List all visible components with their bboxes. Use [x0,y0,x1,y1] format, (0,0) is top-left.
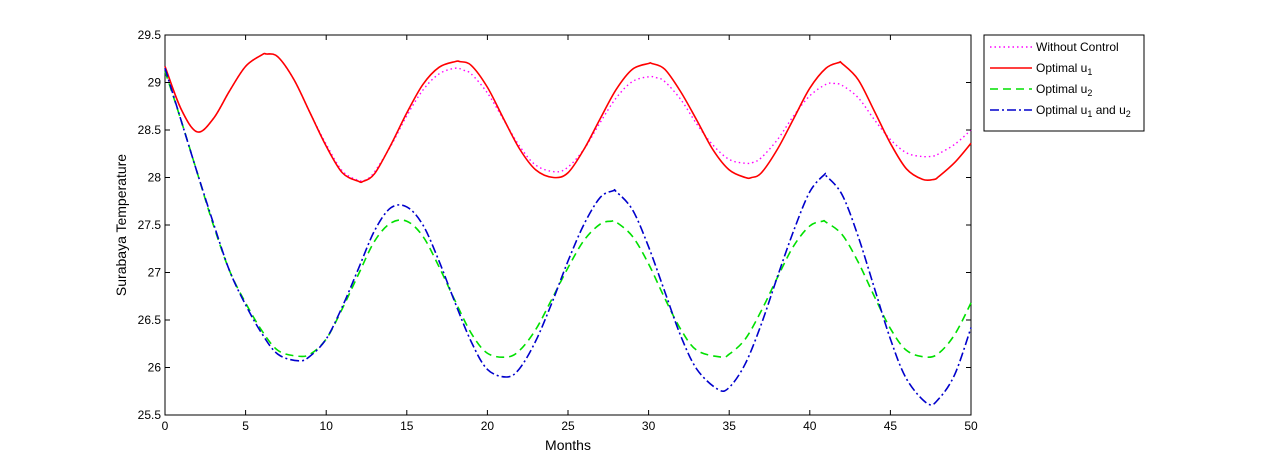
y-tick-label: 28 [148,171,162,185]
y-axis-label: Surabaya Temperature [113,154,129,296]
legend-text-subscript-2: 2 [1126,109,1131,119]
x-tick-label: 10 [320,419,334,433]
legend-text-main: Without Control [1036,40,1119,54]
legend-label-2: Optimal u1 [1036,61,1092,77]
x-axis-label: Months [545,437,591,453]
legend-label-1: Without Control [1036,40,1119,54]
y-tick-label: 29.5 [138,28,162,42]
y-tick-label: 27.5 [138,218,162,232]
legend-text-subscript: 1 [1087,67,1092,77]
x-tick-label: 50 [964,419,978,433]
x-tick-label: 15 [400,419,414,433]
legend-box [983,34,1145,132]
axes-ticks: 0 5 10 15 20 25 30 35 40 45 50 25.5 26 26.5 27 27.5 28 28… [138,28,978,433]
legend-text-main: Optimal u [1036,61,1087,75]
x-tick-label: 30 [642,419,656,433]
series-layer [164,52,972,406]
plot-area [164,34,972,416]
legend-label-4: Optimal u1 and u2 [1036,103,1131,119]
series-line-1 [164,52,972,182]
x-tick-label: 45 [884,419,898,433]
legend-text-subscript: 1 [1087,109,1092,119]
x-tick-label: 35 [723,419,737,433]
y-tick-label: 26 [148,361,162,375]
x-tick-label: 40 [803,419,817,433]
x-tick-label: 25 [561,419,575,433]
y-tick-label: 28.5 [138,123,162,137]
series-line-2 [164,52,972,184]
legend-text-main: Optimal u [1036,82,1087,96]
y-tick-label: 27 [148,266,162,280]
y-tick-label: 26.5 [138,313,162,327]
series-line-4 [164,68,972,406]
x-tick-label: 0 [162,419,169,433]
x-tick-label: 5 [242,419,249,433]
legend-text-subscript: 2 [1087,88,1092,98]
legend-text-main: Optimal u [1036,103,1087,117]
y-tick-label: 29 [148,76,162,90]
legend-text-mid: and u [1092,103,1125,117]
x-tick-label: 20 [481,419,495,433]
y-tick-label: 25.5 [138,408,162,422]
legend-label-3: Optimal u2 [1036,82,1092,98]
